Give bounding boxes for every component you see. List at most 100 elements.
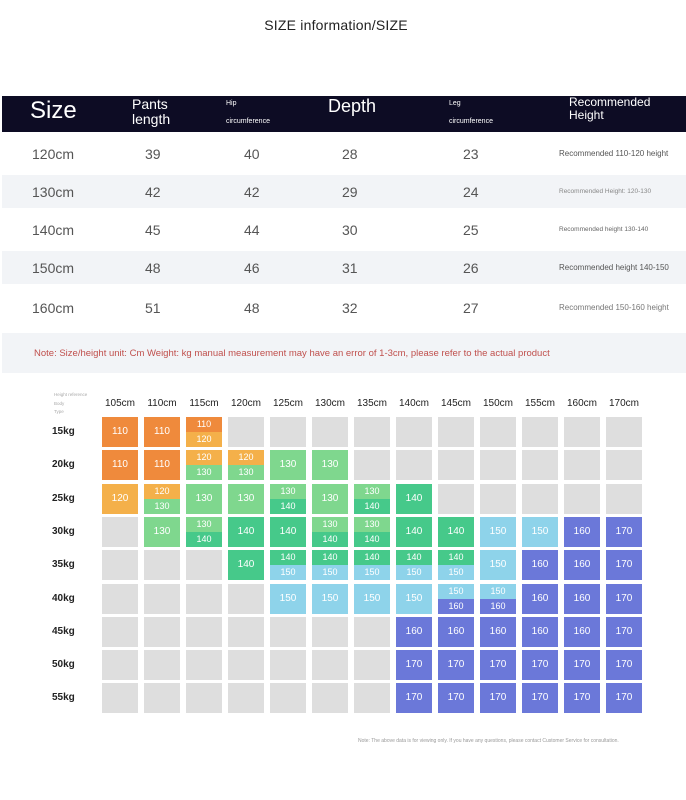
empty-cell <box>354 417 390 447</box>
size-value: 140 <box>438 516 474 547</box>
size-cell: 160 <box>522 583 558 614</box>
empty-cell <box>312 616 348 647</box>
cell-recommended: Recommended 150-160 height <box>559 303 669 312</box>
empty-cell <box>438 417 474 447</box>
size-value: 170 <box>606 616 642 647</box>
empty-cell <box>228 650 264 681</box>
empty-cell <box>606 450 642 481</box>
cell-leg: 27 <box>463 300 479 316</box>
size-cell: 110 <box>144 450 180 481</box>
empty-cell <box>312 683 348 714</box>
size-cell: 150 <box>480 550 516 581</box>
size-value: 170 <box>564 650 600 681</box>
empty-cell <box>564 417 600 447</box>
size-value: 140 <box>354 531 390 547</box>
size-value: 160 <box>564 516 600 547</box>
size-cell: 130 <box>186 483 222 514</box>
size-value: 120 <box>102 483 138 514</box>
size-cell: 150 <box>270 583 306 614</box>
size-value: 130 <box>312 450 348 481</box>
size-value: 160 <box>480 616 516 647</box>
size-cell: 170 <box>606 583 642 614</box>
cell-recommended: Recommended height 130-140 <box>559 225 649 233</box>
cell-size: 150cm <box>32 259 75 276</box>
cell-hip: 42 <box>244 183 260 200</box>
size-cell: 160 <box>522 616 558 647</box>
cell-pants-length: 42 <box>145 183 161 200</box>
size-cell: 140 <box>270 516 306 547</box>
size-cell: 130 <box>312 483 348 514</box>
empty-cell <box>102 516 138 547</box>
size-cell: 170 <box>522 650 558 681</box>
size-value: 140 <box>270 516 306 547</box>
column-height-label: 155cm <box>524 398 555 409</box>
size-cell: 170 <box>606 516 642 547</box>
size-cell: 170 <box>564 650 600 681</box>
header-hip: Hip <box>226 100 237 107</box>
size-cell: 170 <box>564 683 600 714</box>
header-recommended-height: Recommended Height <box>569 95 651 123</box>
size-value: 160 <box>564 583 600 614</box>
size-value: 150 <box>270 583 306 614</box>
size-value: 150 <box>312 583 348 614</box>
size-value: 140 <box>396 483 432 514</box>
size-value: 140 <box>312 531 348 547</box>
size-cell: 130 140 <box>186 516 222 547</box>
size-cell: 150 <box>480 516 516 547</box>
size-cell: 170 <box>396 650 432 681</box>
size-value: 130 <box>270 483 306 499</box>
size-value: 150 <box>480 516 516 547</box>
size-cell: 110 120 <box>186 417 222 447</box>
empty-cell <box>438 450 474 481</box>
empty-cell <box>186 683 222 714</box>
size-value: 140 <box>312 550 348 566</box>
size-cell: 140 150 <box>312 550 348 581</box>
size-cell: 120 <box>102 483 138 514</box>
row-weight-label: 45kg <box>52 625 75 637</box>
size-value: 170 <box>438 683 474 714</box>
size-value: 140 <box>396 516 432 547</box>
cell-pants-length: 51 <box>145 300 161 316</box>
header-size: Size <box>30 97 77 124</box>
size-value: 160 <box>438 598 474 614</box>
cell-hip: 40 <box>244 145 260 162</box>
size-cell: 140 150 <box>438 550 474 581</box>
measurement-note: Note: Size/height unit: Cm Weight: kg ma… <box>34 348 550 359</box>
size-value: 150 <box>480 583 516 599</box>
size-value: 110 <box>102 417 138 447</box>
empty-cell <box>102 650 138 681</box>
size-value: 170 <box>564 683 600 714</box>
size-value: 160 <box>438 616 474 647</box>
column-height-label: 110cm <box>147 398 177 409</box>
empty-cell <box>396 450 432 481</box>
cell-depth: 29 <box>342 183 358 200</box>
table-row: 130cm 42 42 29 24 Recommended Height: 12… <box>2 175 686 208</box>
size-cell: 130 <box>144 516 180 547</box>
empty-cell <box>270 616 306 647</box>
size-cell: 170 <box>606 616 642 647</box>
empty-cell <box>270 683 306 714</box>
size-cell: 140 <box>228 550 264 581</box>
empty-cell <box>354 683 390 714</box>
empty-cell <box>144 550 180 581</box>
empty-cell <box>144 616 180 647</box>
size-cell: 140 <box>228 516 264 547</box>
size-value: 150 <box>270 565 306 581</box>
cell-depth: 30 <box>342 221 358 238</box>
size-cell: 170 <box>522 683 558 714</box>
empty-cell <box>312 650 348 681</box>
size-value: 130 <box>354 516 390 532</box>
column-height-label: 105cm <box>104 398 135 409</box>
empty-cell <box>396 417 432 447</box>
size-value: 140 <box>438 550 474 566</box>
cell-pants-length: 48 <box>145 259 161 276</box>
size-value: 150 <box>354 565 390 581</box>
size-value: 120 <box>144 483 180 499</box>
header-hip-sub: circumference <box>226 118 270 125</box>
empty-cell <box>522 417 558 447</box>
cell-recommended: Recommended 110-120 height <box>559 148 669 158</box>
cell-recommended: Recommended Height: 120-130 <box>559 187 652 195</box>
size-value: 140 <box>228 550 264 581</box>
size-value: 170 <box>480 650 516 681</box>
empty-cell <box>354 650 390 681</box>
